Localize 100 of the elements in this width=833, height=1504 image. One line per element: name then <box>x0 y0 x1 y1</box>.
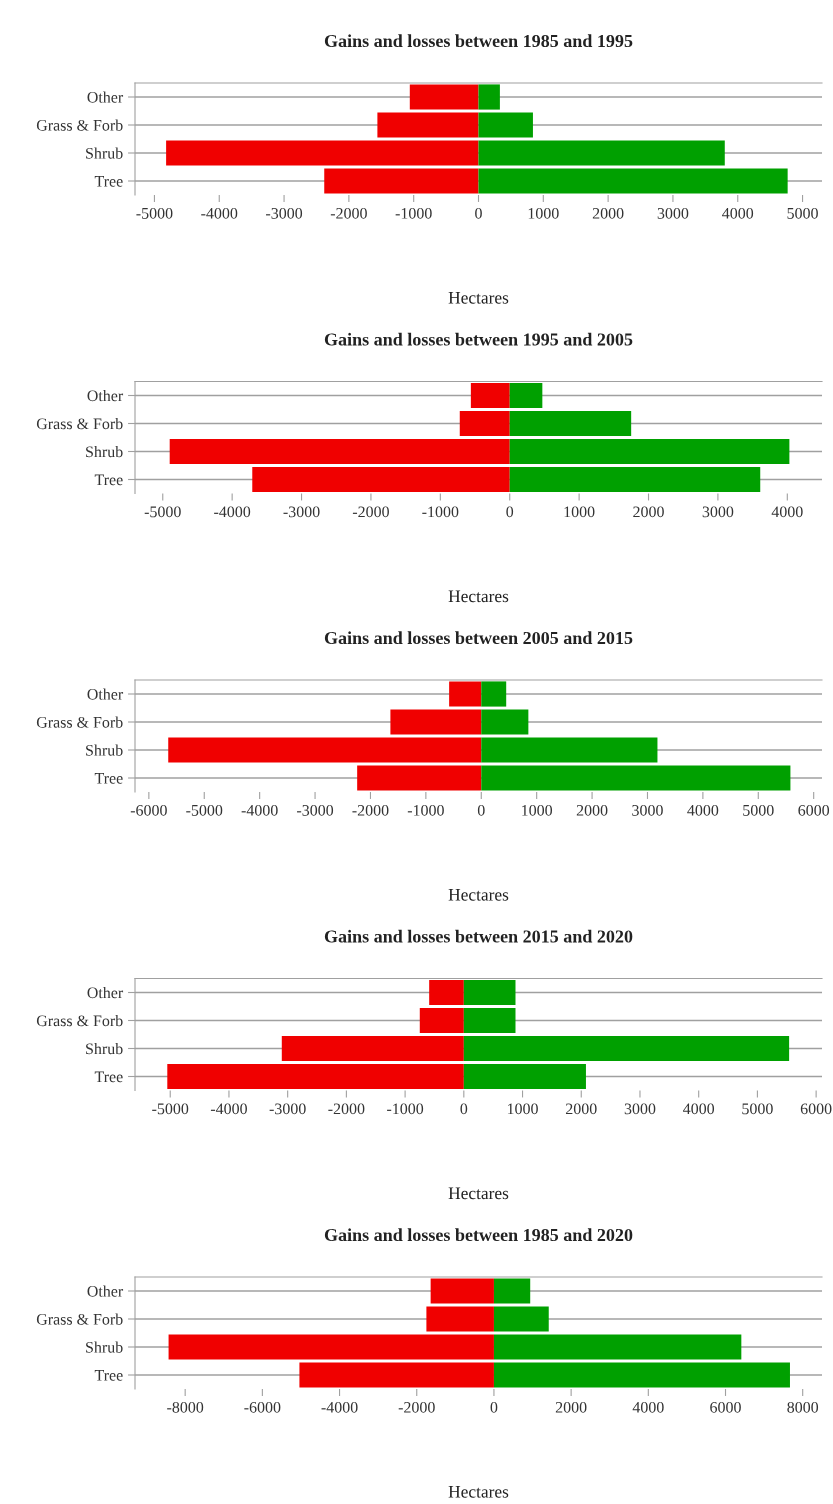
x-tick-label: 2000 <box>565 1103 597 1115</box>
x-tick-label: -4000 <box>214 506 251 518</box>
x-tick-label: -2000 <box>328 1103 365 1115</box>
y-tick-label: Shrub <box>86 744 123 756</box>
chart-title: Gains and losses between 2005 and 2015 <box>324 631 633 645</box>
x-axis-title: Hectares <box>448 1486 509 1498</box>
x-tick-label: 1000 <box>564 506 595 518</box>
bar <box>426 1306 494 1332</box>
bar <box>281 1035 464 1062</box>
y-tick-label: Shrub <box>86 445 123 458</box>
bar <box>481 709 529 735</box>
bar <box>252 466 510 493</box>
bar <box>169 438 510 465</box>
bar <box>509 410 632 437</box>
x-tick-label: -4000 <box>241 804 278 816</box>
bar <box>493 1334 742 1360</box>
x-tick-label: 5000 <box>742 1103 773 1115</box>
y-tick-label: Tree <box>94 1370 123 1381</box>
x-tick-label: 0 <box>477 804 485 816</box>
bar <box>478 168 788 194</box>
bar <box>168 737 482 763</box>
x-tick-label: -2000 <box>398 1401 435 1413</box>
x-tick-label: 2000 <box>633 506 664 518</box>
x-tick-label: -3000 <box>269 1103 306 1115</box>
x-tick-label: -1000 <box>395 207 432 219</box>
x-tick-label: -4000 <box>201 207 238 219</box>
x-tick-label: 3000 <box>657 207 689 219</box>
chart-title: Gains and losses between 1995 and 2005 <box>324 332 633 346</box>
y-tick-label: Grass & Forb <box>36 1014 123 1027</box>
x-tick-label: 3000 <box>624 1103 656 1115</box>
x-tick-label: 1000 <box>507 1103 538 1115</box>
bar <box>481 681 507 707</box>
x-tick-label: -8000 <box>167 1401 204 1413</box>
bar <box>357 765 482 791</box>
x-tick-label: -5000 <box>136 207 173 219</box>
bar <box>299 1362 494 1388</box>
bar <box>429 979 464 1006</box>
bar <box>493 1278 531 1304</box>
y-tick-label: Grass & Forb <box>36 716 123 728</box>
chart-title: Gains and losses between 1985 and 1995 <box>324 34 633 48</box>
bar <box>324 168 479 194</box>
x-axis-title: Hectares <box>448 1187 509 1200</box>
x-tick-label: -5000 <box>144 506 181 518</box>
x-tick-label: 5000 <box>743 804 774 816</box>
x-tick-label: 3000 <box>702 506 734 518</box>
x-tick-label: 0 <box>506 506 514 518</box>
bar <box>493 1306 549 1332</box>
y-tick-label: Shrub <box>86 1341 123 1353</box>
x-tick-label: -3000 <box>283 506 320 518</box>
bar <box>478 112 533 138</box>
x-tick-label: -1000 <box>407 804 444 816</box>
bar <box>377 112 479 138</box>
x-tick-label: 2000 <box>592 207 624 219</box>
x-tick-label: -5000 <box>186 804 223 816</box>
y-tick-label: Other <box>87 688 124 700</box>
x-tick-label: -3000 <box>266 207 303 219</box>
bar <box>463 979 516 1006</box>
y-tick-label: Shrub <box>86 1042 123 1055</box>
bar <box>168 1334 494 1360</box>
x-tick-label: -6000 <box>244 1401 281 1413</box>
y-tick-label: Tree <box>94 474 123 486</box>
bar <box>409 84 479 110</box>
x-tick-label: 8000 <box>787 1401 819 1413</box>
y-tick-label: Shrub <box>86 147 123 159</box>
x-axis-title: Hectares <box>448 889 509 901</box>
bar <box>481 737 658 763</box>
y-tick-label: Tree <box>94 176 123 187</box>
bar <box>463 1063 586 1090</box>
x-tick-label: 1000 <box>528 207 559 219</box>
bar <box>478 84 500 110</box>
chart-title: Gains and losses between 2015 and 2020 <box>324 929 633 943</box>
x-tick-label: -2000 <box>352 804 389 816</box>
x-tick-label: -5000 <box>152 1103 189 1115</box>
bar <box>449 681 482 707</box>
x-tick-label: 0 <box>460 1103 468 1115</box>
x-tick-label: 6000 <box>710 1401 741 1413</box>
y-tick-label: Other <box>87 91 124 103</box>
x-tick-label: -6000 <box>130 804 167 816</box>
x-tick-label: 0 <box>490 1401 498 1413</box>
x-tick-label: 1000 <box>522 804 553 816</box>
x-tick-label: -2000 <box>352 506 389 518</box>
bar <box>478 140 725 166</box>
bar <box>167 1063 464 1090</box>
y-tick-label: Other <box>87 1285 124 1297</box>
x-tick-label: -1000 <box>387 1103 424 1115</box>
bar <box>481 765 791 791</box>
x-tick-label: 4000 <box>632 1401 664 1413</box>
x-tick-label: 5000 <box>787 207 818 219</box>
x-tick-label: -3000 <box>297 804 334 816</box>
bar <box>470 382 510 409</box>
y-tick-label: Grass & Forb <box>36 119 123 131</box>
bar <box>509 438 790 465</box>
bar <box>509 466 761 493</box>
bar <box>390 709 482 735</box>
x-tick-label: -4000 <box>321 1401 358 1413</box>
bar <box>463 1035 790 1062</box>
x-tick-label: 2000 <box>576 804 608 816</box>
x-axis-title: Hectares <box>448 292 509 304</box>
x-tick-label: 0 <box>475 207 482 219</box>
y-tick-label: Grass & Forb <box>36 417 123 430</box>
